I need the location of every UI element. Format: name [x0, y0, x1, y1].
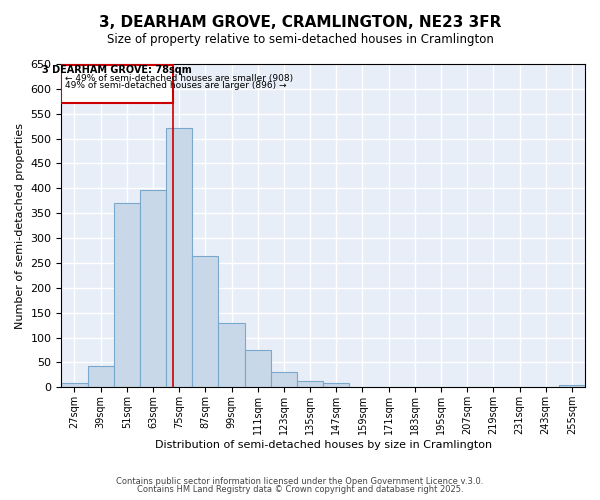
Bar: [297, 382, 323, 388]
Bar: [114, 204, 140, 388]
Bar: [323, 384, 349, 388]
Bar: [245, 350, 271, 388]
Bar: [166, 128, 193, 388]
Bar: [193, 256, 218, 388]
Text: Size of property relative to semi-detached houses in Cramlington: Size of property relative to semi-detach…: [107, 32, 493, 46]
Text: 3 DEARHAM GROVE: 78sqm: 3 DEARHAM GROVE: 78sqm: [42, 66, 192, 76]
Bar: [271, 372, 297, 388]
FancyBboxPatch shape: [61, 65, 173, 103]
Bar: [559, 385, 585, 388]
Text: 49% of semi-detached houses are larger (896) →: 49% of semi-detached houses are larger (…: [65, 82, 287, 90]
Text: Contains public sector information licensed under the Open Government Licence v.: Contains public sector information licen…: [116, 478, 484, 486]
Bar: [140, 190, 166, 388]
X-axis label: Distribution of semi-detached houses by size in Cramlington: Distribution of semi-detached houses by …: [155, 440, 492, 450]
Bar: [88, 366, 114, 388]
Bar: [61, 384, 88, 388]
Text: Contains HM Land Registry data © Crown copyright and database right 2025.: Contains HM Land Registry data © Crown c…: [137, 484, 463, 494]
Y-axis label: Number of semi-detached properties: Number of semi-detached properties: [15, 122, 25, 328]
Text: ← 49% of semi-detached houses are smaller (908): ← 49% of semi-detached houses are smalle…: [65, 74, 293, 84]
Bar: [218, 322, 245, 388]
Text: 3, DEARHAM GROVE, CRAMLINGTON, NE23 3FR: 3, DEARHAM GROVE, CRAMLINGTON, NE23 3FR: [99, 15, 501, 30]
